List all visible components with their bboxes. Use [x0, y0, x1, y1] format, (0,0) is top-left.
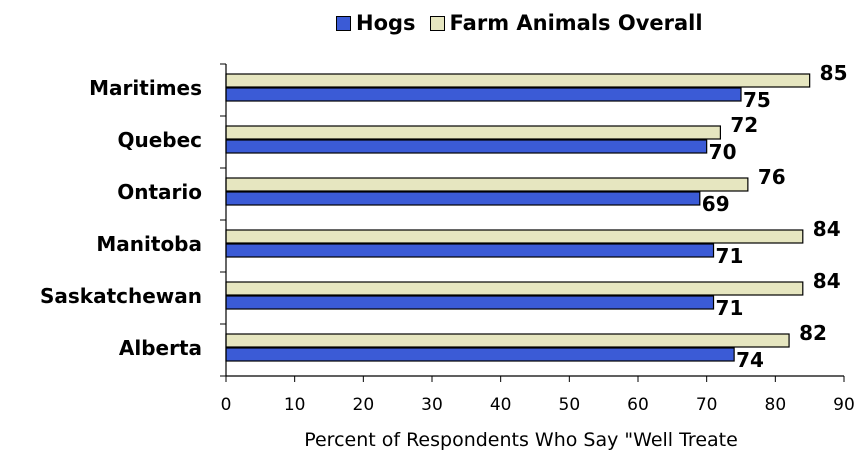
- x-axis-title: Percent of Respondents Who Say "Well Tre…: [304, 429, 738, 451]
- legend-label-hogs: Hogs: [356, 11, 416, 35]
- legend-item-farm-animals: Farm Animals Overall: [429, 11, 703, 35]
- x-tick-label-70: 70: [696, 395, 718, 415]
- category-label-ontario: Ontario: [117, 180, 202, 204]
- x-tick-label-90: 90: [833, 395, 855, 415]
- bar-farm-animals-maritimes: [225, 73, 811, 88]
- x-tick-label-50: 50: [559, 395, 581, 415]
- legend-swatch-hogs: [336, 15, 351, 31]
- category-label-quebec: Quebec: [117, 128, 202, 152]
- bar-hogs-alberta: [225, 347, 735, 362]
- value-label-hogs-ontario: 69: [702, 192, 730, 216]
- legend: Hogs Farm Animals Overall: [336, 6, 703, 40]
- value-label-hogs-quebec: 70: [709, 140, 737, 164]
- value-label-farm-animals-ontario: 76: [758, 165, 786, 189]
- bar-farm-animals-alberta: [225, 333, 790, 348]
- value-label-farm-animals-alberta: 82: [799, 321, 827, 345]
- value-label-hogs-saskatchewan: 71: [716, 296, 744, 320]
- x-tick-label-30: 30: [421, 395, 443, 415]
- bar-farm-animals-quebec: [225, 125, 721, 140]
- value-label-farm-animals-quebec: 72: [730, 113, 758, 137]
- value-label-farm-animals-manitoba: 84: [813, 217, 841, 241]
- x-tick-label-10: 10: [284, 395, 306, 415]
- axis-layer: Maritimes Quebec Ontario Manitoba Saskatchew…: [40, 63, 855, 415]
- bar-farm-animals-saskatchewan: [225, 281, 804, 296]
- x-tick-label-0: 0: [221, 395, 232, 415]
- category-label-alberta: Alberta: [119, 336, 202, 360]
- legend-item-hogs: Hogs: [336, 11, 416, 35]
- bar-hogs-manitoba: [225, 243, 715, 258]
- x-tick-label-80: 80: [765, 395, 787, 415]
- category-label-manitoba: Manitoba: [96, 232, 202, 256]
- bar-hogs-ontario: [225, 191, 701, 206]
- bar-farm-animals-manitoba: [225, 229, 804, 244]
- value-label-hogs-maritimes: 75: [743, 88, 771, 112]
- category-label-saskatchewan: Saskatchewan: [40, 284, 202, 308]
- value-label-hogs-alberta: 74: [736, 348, 764, 372]
- bar-hogs-maritimes: [225, 87, 742, 102]
- legend-swatch-farm-animals: [429, 15, 445, 31]
- x-tick-label-20: 20: [353, 395, 375, 415]
- value-label-hogs-manitoba: 71: [716, 244, 744, 268]
- bar-farm-animals-ontario: [225, 177, 749, 192]
- legend-label-farm-animals: Farm Animals Overall: [449, 11, 703, 35]
- category-label-maritimes: Maritimes: [89, 76, 202, 100]
- bar-hogs-quebec: [225, 139, 708, 154]
- value-label-farm-animals-saskatchewan: 84: [813, 269, 841, 293]
- x-tick-label-40: 40: [490, 395, 512, 415]
- bar-hogs-saskatchewan: [225, 295, 715, 310]
- value-label-farm-animals-maritimes: 85: [820, 61, 848, 85]
- x-tick-label-60: 60: [627, 395, 649, 415]
